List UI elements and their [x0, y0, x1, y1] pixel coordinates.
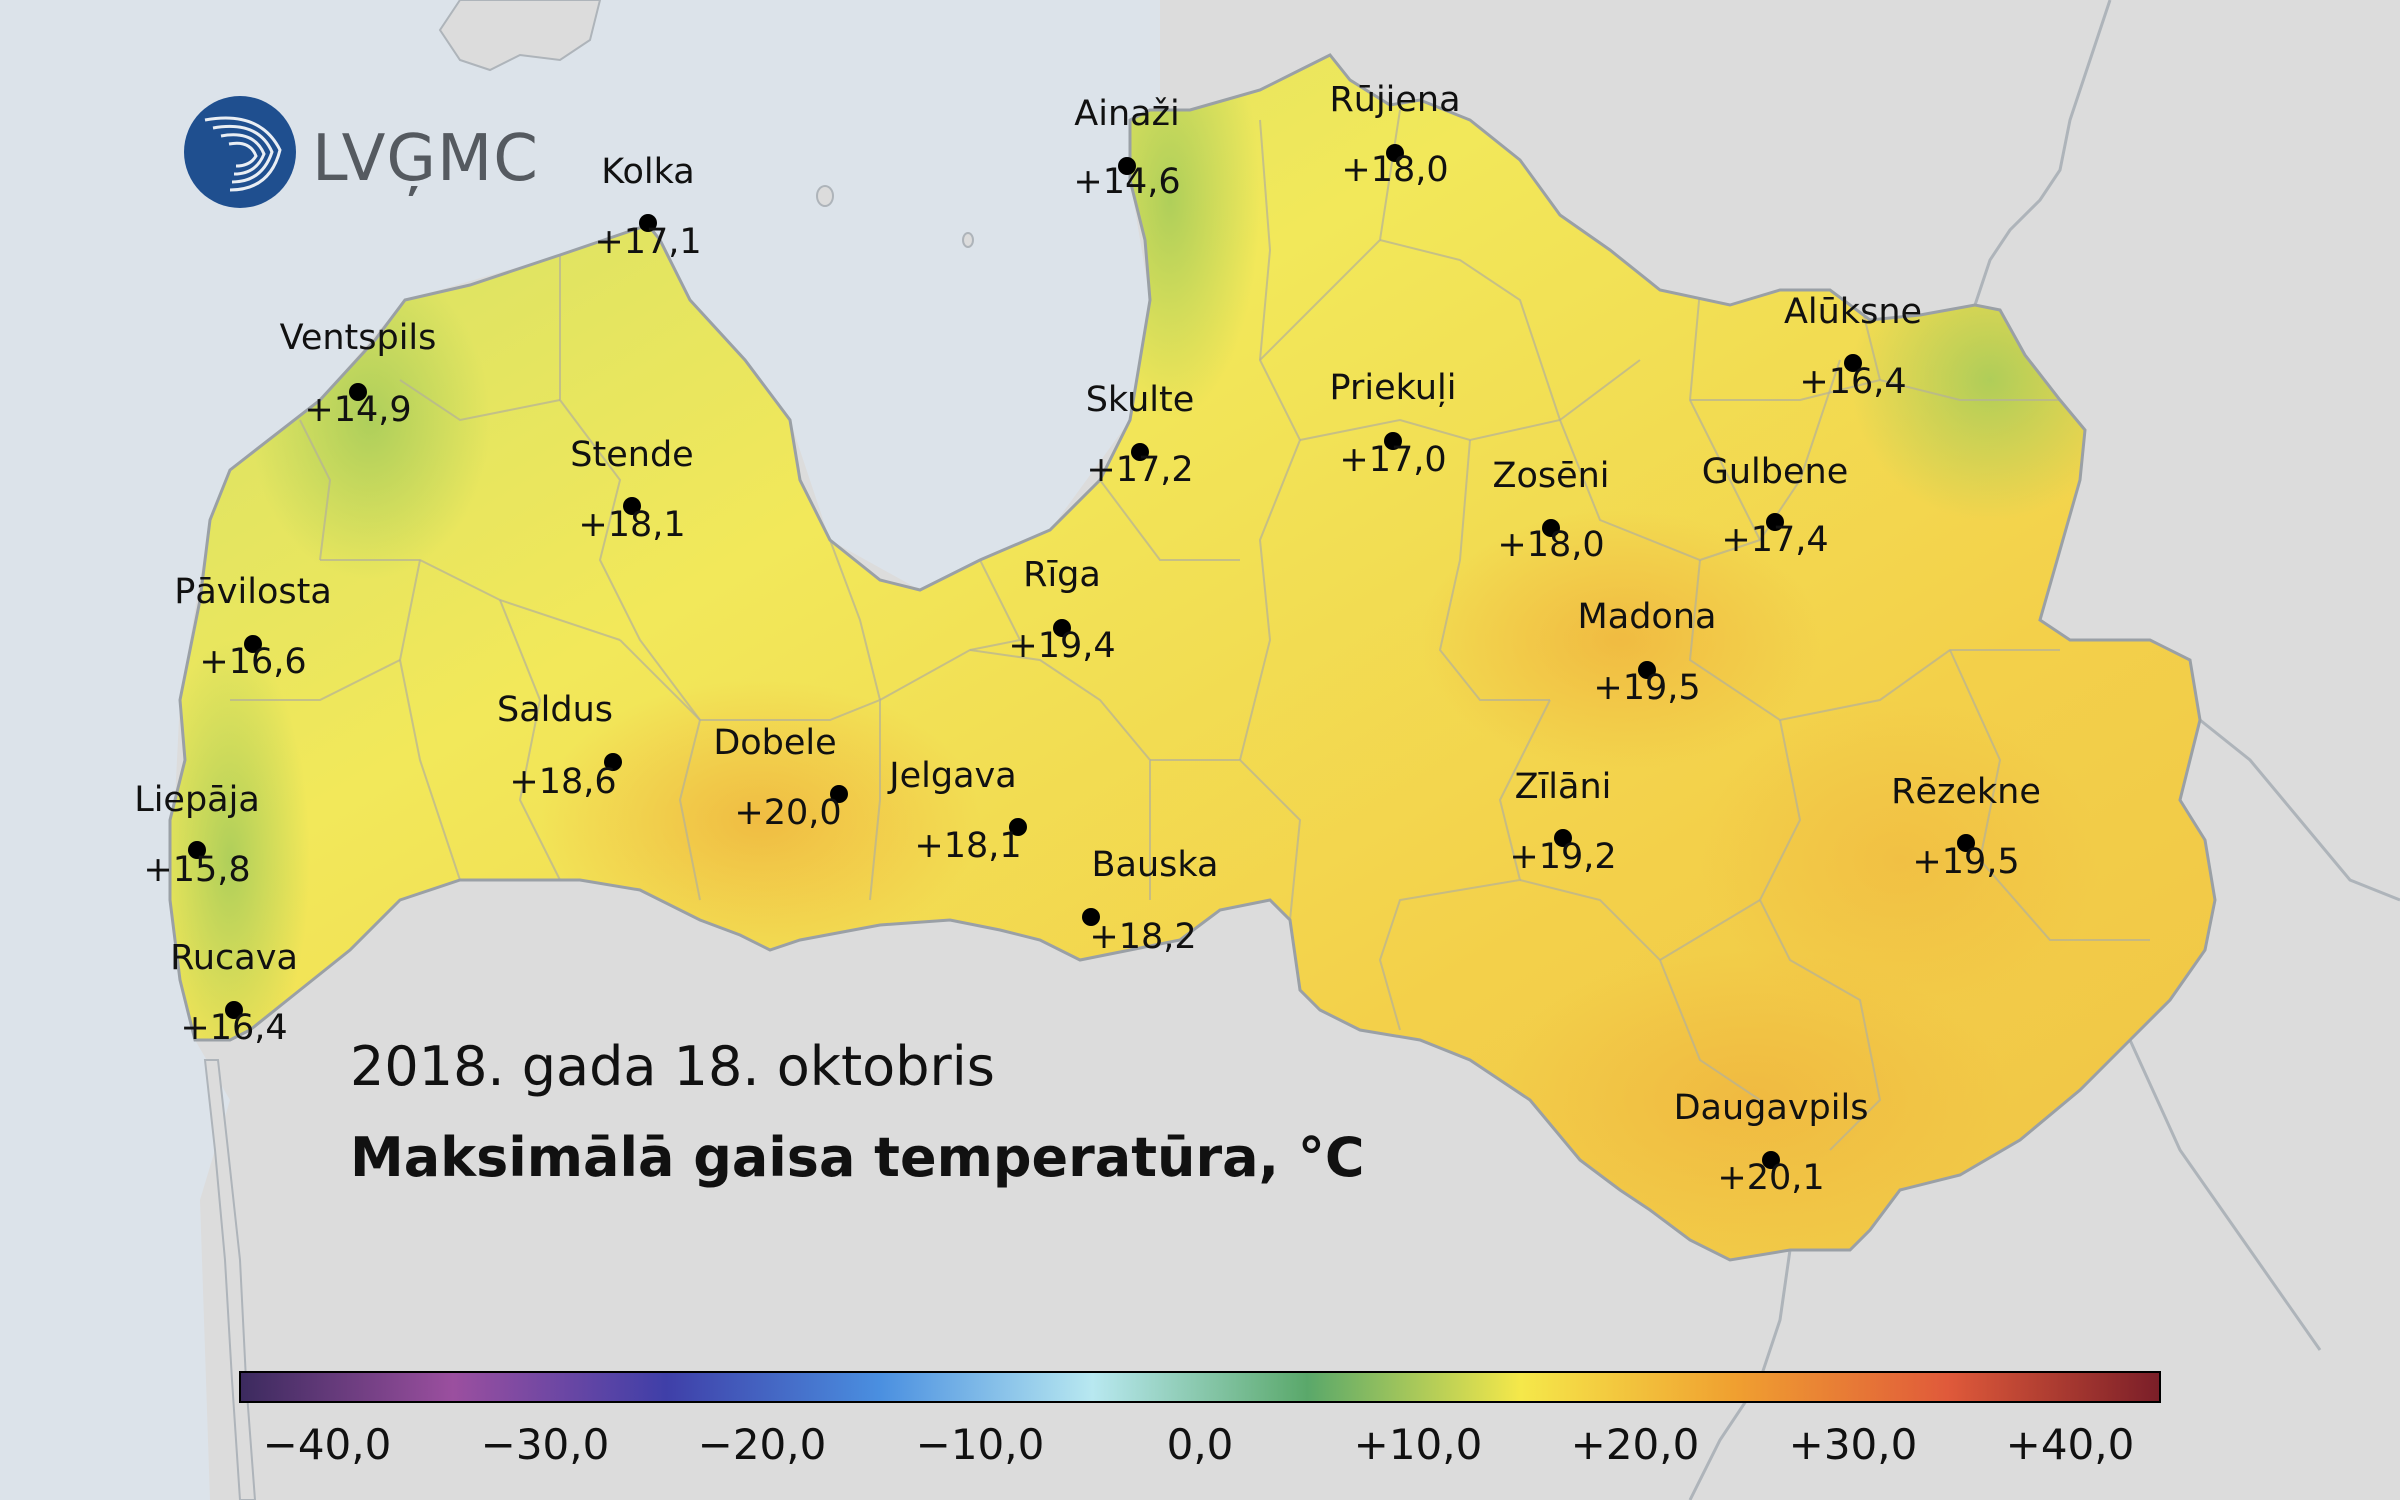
estonian-island: [438, 0, 602, 72]
gulf-of-riga: [648, 0, 1150, 590]
station-value: +14,9: [304, 390, 412, 430]
station-dot: [1131, 443, 1149, 461]
station-value: +18,1: [578, 505, 686, 545]
station-dot: [188, 841, 206, 859]
station-value: +18,2: [1089, 917, 1197, 957]
station-value: +18,1: [914, 826, 1022, 866]
station-name: Zosēni: [1492, 456, 1610, 496]
station-name: Rīga: [1023, 555, 1101, 595]
station-value: +17,4: [1721, 520, 1829, 560]
station-name: Skulte: [1085, 380, 1195, 420]
station-dot: [1766, 513, 1784, 531]
station-name: Stende: [570, 435, 694, 475]
station-value: +14,6: [1073, 162, 1181, 202]
country-border: [2128, 1039, 2322, 1351]
station-value: +18,0: [1497, 525, 1605, 565]
station-name: Dobele: [713, 723, 837, 763]
station-dot: [1082, 908, 1100, 926]
station-dot: [1053, 619, 1071, 637]
station-markers: [188, 144, 1975, 1169]
station-name: Madona: [1577, 597, 1717, 637]
station-value: +19,4: [1008, 626, 1116, 666]
legend-tick-label: +40,0: [2005, 1420, 2135, 1469]
map-title: Maksimālā gaisa temperatūra, °C: [350, 1126, 1365, 1189]
station-dot: [639, 214, 657, 232]
station-name: Rucava: [170, 938, 298, 978]
station-value: +20,1: [1717, 1158, 1825, 1198]
station-value: +15,8: [143, 850, 251, 890]
station-dot: [1844, 354, 1862, 372]
station-dot: [1009, 818, 1027, 836]
legend-tick-label: +10,0: [1353, 1420, 1483, 1469]
legend-tick-label: −30,0: [480, 1420, 610, 1469]
station-value: +19,5: [1593, 668, 1701, 708]
station-name: Ventspils: [279, 318, 437, 358]
country-border: [2199, 718, 2400, 902]
curonian-spit: [203, 1059, 257, 1500]
station-dot: [244, 635, 262, 653]
station-dot: [623, 497, 641, 515]
station-dot: [349, 383, 367, 401]
station-name: Liepāja: [134, 780, 260, 820]
lvgmc-logo: [184, 96, 296, 208]
legend-tick-label: −10,0: [915, 1420, 1045, 1469]
station-dot: [604, 753, 622, 771]
island: [962, 232, 974, 248]
legend-color-bar: [239, 1371, 2161, 1403]
station-dot: [1762, 1151, 1780, 1169]
station-dot: [1554, 829, 1572, 847]
station-name: Bauska: [1091, 845, 1219, 885]
station-dot: [1542, 519, 1560, 537]
logo-text: LVĢMC: [312, 122, 539, 196]
station-name: Alūksne: [1783, 292, 1923, 332]
map-date: 2018. gada 18. oktobris: [350, 1035, 995, 1098]
legend-tick-label: +20,0: [1570, 1420, 1700, 1469]
station-name: Priekuļi: [1329, 368, 1457, 408]
station-name: Rēzekne: [1891, 772, 2041, 812]
country-border: [1973, 0, 2112, 306]
station-name: Daugavpils: [1673, 1088, 1869, 1128]
station-dot: [830, 785, 848, 803]
island: [816, 185, 834, 207]
station-value: +17,1: [594, 222, 702, 262]
legend-tick-label: −40,0: [262, 1420, 392, 1469]
station-name: Rūjiena: [1329, 80, 1461, 120]
station-value: +17,0: [1339, 440, 1447, 480]
legend-tick-label: −20,0: [697, 1420, 827, 1469]
station-dot: [1638, 661, 1656, 679]
station-dot: [1118, 157, 1136, 175]
station-value: +20,0: [734, 793, 842, 833]
station-dot: [225, 1001, 243, 1019]
station-value: +16,4: [1799, 362, 1907, 402]
station-name: Kolka: [601, 152, 695, 192]
station-dot: [1384, 432, 1402, 450]
station-value: +17,2: [1086, 450, 1194, 490]
station-value: +18,6: [509, 762, 617, 802]
station-value: +19,2: [1509, 837, 1617, 877]
station-dot: [1957, 834, 1975, 852]
station-name: Zīlāni: [1514, 767, 1612, 807]
station-name: Saldus: [496, 690, 614, 730]
station-name: Jelgava: [889, 756, 1017, 796]
legend-tick-label: 0,0: [1166, 1420, 1234, 1469]
legend-tick-label: +30,0: [1788, 1420, 1918, 1469]
station-name: Pāvilosta: [174, 572, 332, 612]
station-value: +16,4: [180, 1008, 288, 1048]
station-name: Gulbene: [1701, 452, 1849, 492]
station-value: +19,5: [1912, 842, 2020, 882]
station-dot: [1386, 144, 1404, 162]
station-value: +18,0: [1341, 150, 1449, 190]
station-value: +16,6: [199, 642, 307, 682]
station-name: Ainaži: [1074, 94, 1180, 134]
